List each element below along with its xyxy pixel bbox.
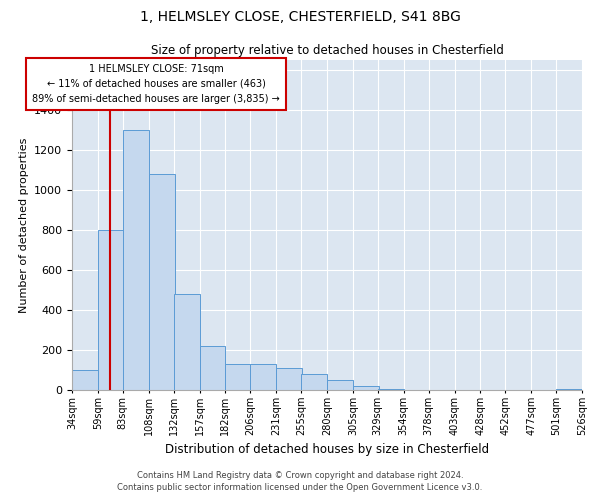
X-axis label: Distribution of detached houses by size in Chesterfield: Distribution of detached houses by size …	[165, 444, 489, 456]
Bar	[556, 389, 582, 390]
Bar	[276, 368, 302, 390]
Bar	[226, 364, 251, 390]
Bar	[98, 230, 124, 390]
Text: 1, HELMSLEY CLOSE, CHESTERFIELD, S41 8BG: 1, HELMSLEY CLOSE, CHESTERFIELD, S41 8BG	[140, 10, 460, 24]
Bar	[327, 380, 353, 390]
Title: Size of property relative to detached houses in Chesterfield: Size of property relative to detached ho…	[151, 44, 503, 58]
Text: 1 HELMSLEY CLOSE: 71sqm
← 11% of detached houses are smaller (463)
89% of semi-d: 1 HELMSLEY CLOSE: 71sqm ← 11% of detache…	[32, 64, 280, 104]
Bar	[173, 294, 199, 390]
Bar	[250, 364, 276, 390]
Bar	[353, 386, 379, 390]
Bar	[301, 374, 327, 390]
Bar	[199, 346, 226, 390]
Bar	[123, 130, 149, 390]
Bar	[149, 174, 175, 390]
Y-axis label: Number of detached properties: Number of detached properties	[19, 138, 29, 312]
Text: Contains HM Land Registry data © Crown copyright and database right 2024.
Contai: Contains HM Land Registry data © Crown c…	[118, 471, 482, 492]
Bar	[378, 389, 404, 390]
Bar	[72, 370, 98, 390]
